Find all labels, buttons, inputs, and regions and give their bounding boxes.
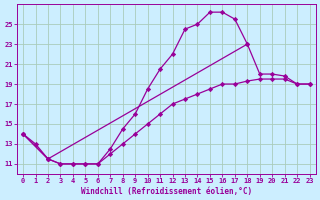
- X-axis label: Windchill (Refroidissement éolien,°C): Windchill (Refroidissement éolien,°C): [81, 187, 252, 196]
